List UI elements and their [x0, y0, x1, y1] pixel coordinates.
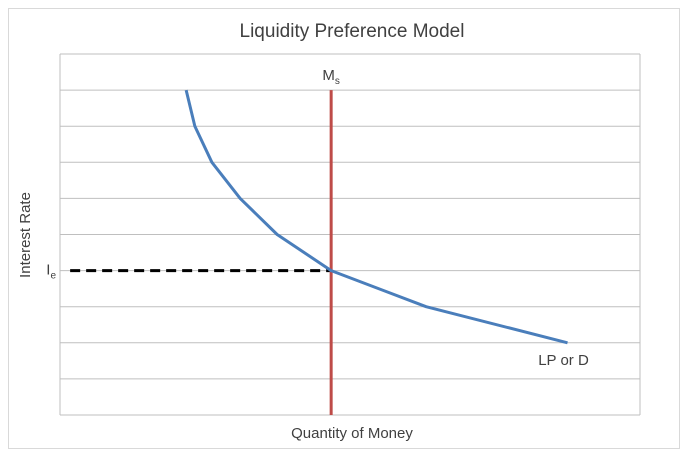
money-supply-label-sub: s — [335, 76, 340, 87]
money-supply-label: Ms — [322, 67, 340, 87]
chart-title: Liquidity Preference Model — [240, 21, 465, 42]
series-label: LP or D — [538, 352, 589, 369]
money-supply-label-main: M — [322, 67, 335, 84]
x-axis-label: Quantity of Money — [291, 425, 413, 442]
equilibrium-label: Ie — [46, 262, 56, 282]
demand-curve — [184, 89, 568, 345]
chart-frame — [8, 8, 680, 449]
y-axis-label: Interest Rate — [17, 192, 34, 278]
equilibrium-label-sub: e — [50, 271, 56, 282]
equilibrium-label-main: I — [46, 262, 50, 279]
